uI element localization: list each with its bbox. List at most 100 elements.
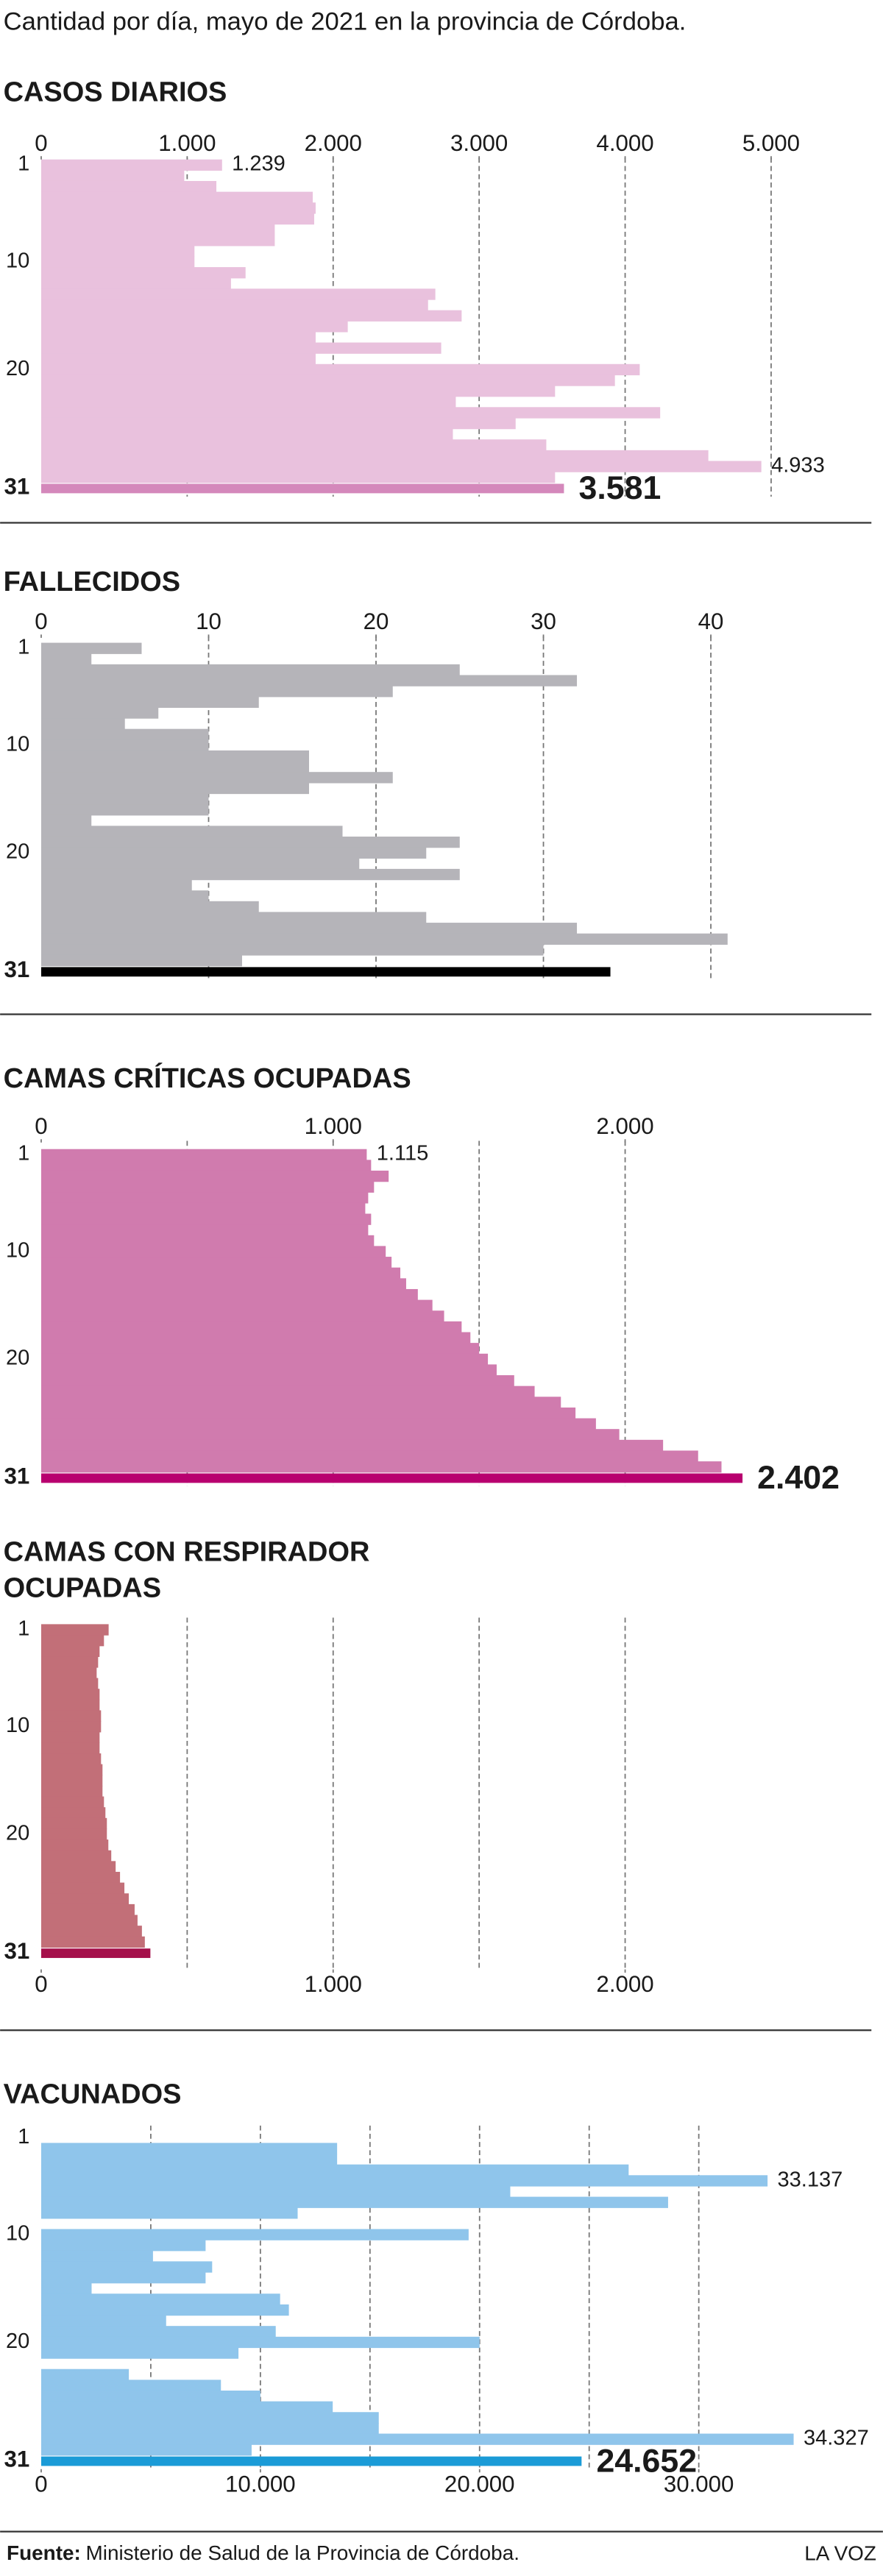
bar — [40, 2304, 289, 2316]
bar — [40, 2444, 252, 2456]
x-tick-label: 5.000 — [742, 130, 800, 156]
bar — [40, 1807, 106, 1819]
bar — [40, 2175, 768, 2187]
bar — [40, 2369, 130, 2381]
bar — [40, 2261, 213, 2273]
y-tick-label: 20 — [6, 1346, 29, 1370]
subtitle: Cantidad por día, mayo de 2021 en la pro… — [4, 7, 687, 35]
bar — [40, 1321, 462, 1333]
bar — [40, 1764, 103, 1775]
bar — [40, 804, 209, 816]
bar — [40, 2422, 379, 2435]
bar — [40, 1299, 433, 1311]
value-label: 1.115 — [377, 1142, 428, 1165]
bar — [40, 1936, 145, 1948]
bar — [40, 1439, 664, 1452]
bar — [40, 923, 578, 934]
bar — [40, 1353, 489, 1366]
bar — [40, 1753, 102, 1765]
value-label: 3.581 — [579, 470, 662, 506]
bar — [40, 1246, 386, 1257]
bar — [40, 342, 442, 354]
bar — [40, 363, 640, 376]
bar — [40, 1710, 102, 1722]
bar — [40, 1235, 375, 1247]
x-tick-label: 30 — [531, 608, 556, 634]
bar — [40, 1699, 100, 1711]
source-label: Fuente: — [7, 2541, 81, 2564]
bar — [40, 664, 460, 676]
bar — [40, 2326, 276, 2338]
bar — [40, 2380, 221, 2391]
bar — [40, 1893, 130, 1905]
bar — [40, 331, 316, 344]
bar — [40, 1635, 104, 1647]
bar — [40, 675, 578, 686]
bar — [40, 2250, 153, 2263]
bar — [40, 836, 460, 848]
x-tick-label: 0 — [35, 1113, 47, 1139]
source-text: Ministerio de Salud de la Provincia de C… — [86, 2541, 519, 2564]
bar — [40, 1343, 480, 1355]
chart-title: CAMAS CRÍTICAS OCUPADAS — [4, 1062, 411, 1094]
bar — [40, 2456, 582, 2466]
y-tick-label: 20 — [6, 2330, 29, 2353]
bar — [40, 1882, 125, 1894]
bar — [40, 2433, 794, 2445]
bar — [40, 1731, 100, 1744]
y-tick-label: 10 — [6, 249, 29, 272]
y-tick-label: 31 — [4, 957, 30, 982]
bar — [40, 826, 343, 837]
x-tick-label: 2.000 — [596, 1971, 653, 1997]
bar — [40, 2401, 333, 2413]
bar — [40, 1160, 372, 1171]
y-tick-label: 1 — [18, 152, 29, 176]
bar — [40, 1948, 151, 1959]
bar — [40, 815, 92, 827]
bar — [40, 782, 310, 795]
bar — [40, 180, 217, 193]
y-tick-label: 31 — [4, 1938, 30, 1964]
chart-title: VACUNADOS — [4, 2079, 182, 2110]
bar — [40, 2412, 379, 2424]
bar — [40, 428, 453, 440]
x-tick-label: 1.000 — [305, 1971, 362, 1997]
bar — [40, 1418, 596, 1430]
bar — [40, 2282, 92, 2294]
bar — [40, 1288, 418, 1301]
x-tick-label: 2.000 — [305, 130, 362, 156]
bar — [40, 2240, 206, 2252]
y-tick-label: 10 — [6, 732, 29, 756]
y-tick-label: 10 — [6, 2221, 29, 2245]
bar — [40, 417, 516, 430]
x-tick-label: 10.000 — [225, 2471, 296, 2497]
bar — [40, 472, 556, 483]
x-tick-label: 1.000 — [158, 130, 216, 156]
bar — [40, 879, 192, 891]
bar — [40, 1149, 367, 1161]
bar — [40, 686, 393, 698]
bar — [40, 1364, 497, 1376]
bar — [40, 750, 310, 762]
bar — [40, 213, 314, 225]
y-tick-label: 10 — [6, 1714, 29, 1737]
bar — [40, 1278, 406, 1290]
bar — [40, 1861, 116, 1873]
chart-title: OCUPADAS — [4, 1573, 161, 1604]
footer-source: Fuente: Ministerio de Salud de la Provinc… — [7, 2541, 519, 2564]
bar — [40, 944, 544, 956]
bar — [40, 2272, 206, 2284]
bar — [40, 439, 547, 451]
bar — [40, 1667, 97, 1679]
x-tick-label: 20 — [364, 608, 389, 634]
value-label: 1.239 — [232, 152, 286, 176]
bar — [40, 2154, 338, 2165]
bar — [40, 277, 231, 289]
x-tick-label: 1.000 — [305, 1113, 362, 1139]
x-tick-label: 0 — [35, 608, 47, 634]
bar — [40, 2143, 338, 2154]
bar — [40, 707, 159, 719]
bar — [40, 2196, 668, 2208]
bar — [40, 386, 556, 397]
bar — [40, 1721, 102, 1733]
